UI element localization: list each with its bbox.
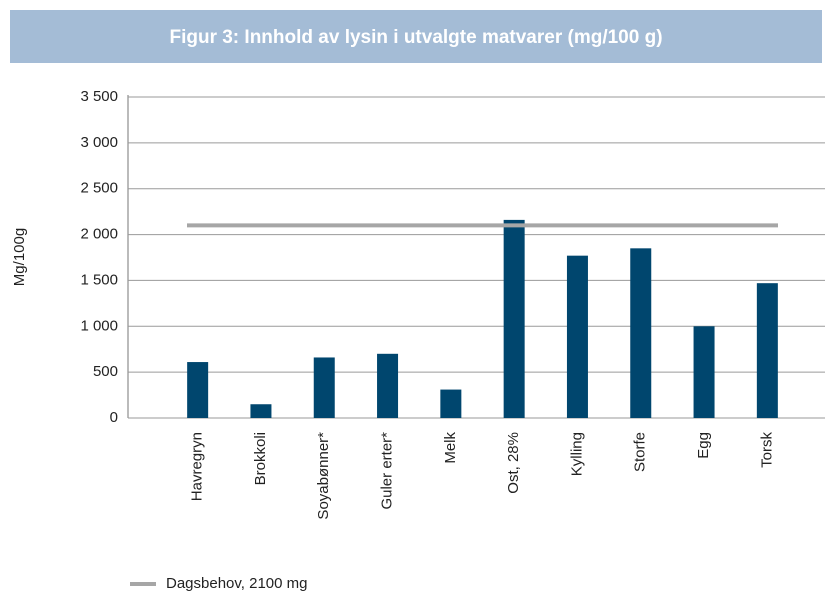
bar — [313, 357, 335, 418]
x-tick-label: Guler erter* — [379, 432, 396, 510]
bar — [187, 362, 209, 418]
y-tick-label: 1 000 — [80, 317, 118, 334]
x-tick-label: Torsk — [758, 432, 775, 468]
bar — [566, 255, 588, 418]
x-tick-label: Havregryn — [189, 432, 206, 501]
x-tick-label: Storfe — [632, 432, 649, 472]
bar — [693, 326, 715, 418]
bar — [377, 353, 399, 418]
x-tick-label: Brokkoli — [252, 432, 269, 485]
y-tick-label: 500 — [93, 363, 118, 380]
x-tick-label: Soyabønner* — [315, 432, 332, 520]
y-tick-label: 2 500 — [80, 180, 118, 197]
legend-label: Dagsbehov, 2100 mg — [166, 575, 307, 592]
bar — [440, 389, 462, 418]
y-tick-label: 2 000 — [80, 226, 118, 243]
y-tick-label: 1 500 — [80, 271, 118, 288]
x-tick-label: Ost, 28% — [505, 432, 522, 494]
chart-title: Figur 3: Innhold av lysin i utvalgte mat… — [169, 27, 662, 48]
x-tick-label: Kylling — [568, 432, 585, 476]
y-tick-label: 3 500 — [80, 88, 118, 105]
bar — [756, 283, 778, 418]
x-tick-label: Melk — [442, 432, 459, 464]
y-tick-label: 3 000 — [80, 134, 118, 151]
bar — [250, 404, 272, 418]
x-tick-label: Egg — [695, 432, 712, 459]
y-tick-label: 0 — [110, 409, 118, 426]
bar — [503, 219, 525, 418]
title-banner — [10, 10, 822, 63]
bar — [630, 248, 652, 418]
y-axis-label: Mg/100g — [11, 228, 28, 286]
